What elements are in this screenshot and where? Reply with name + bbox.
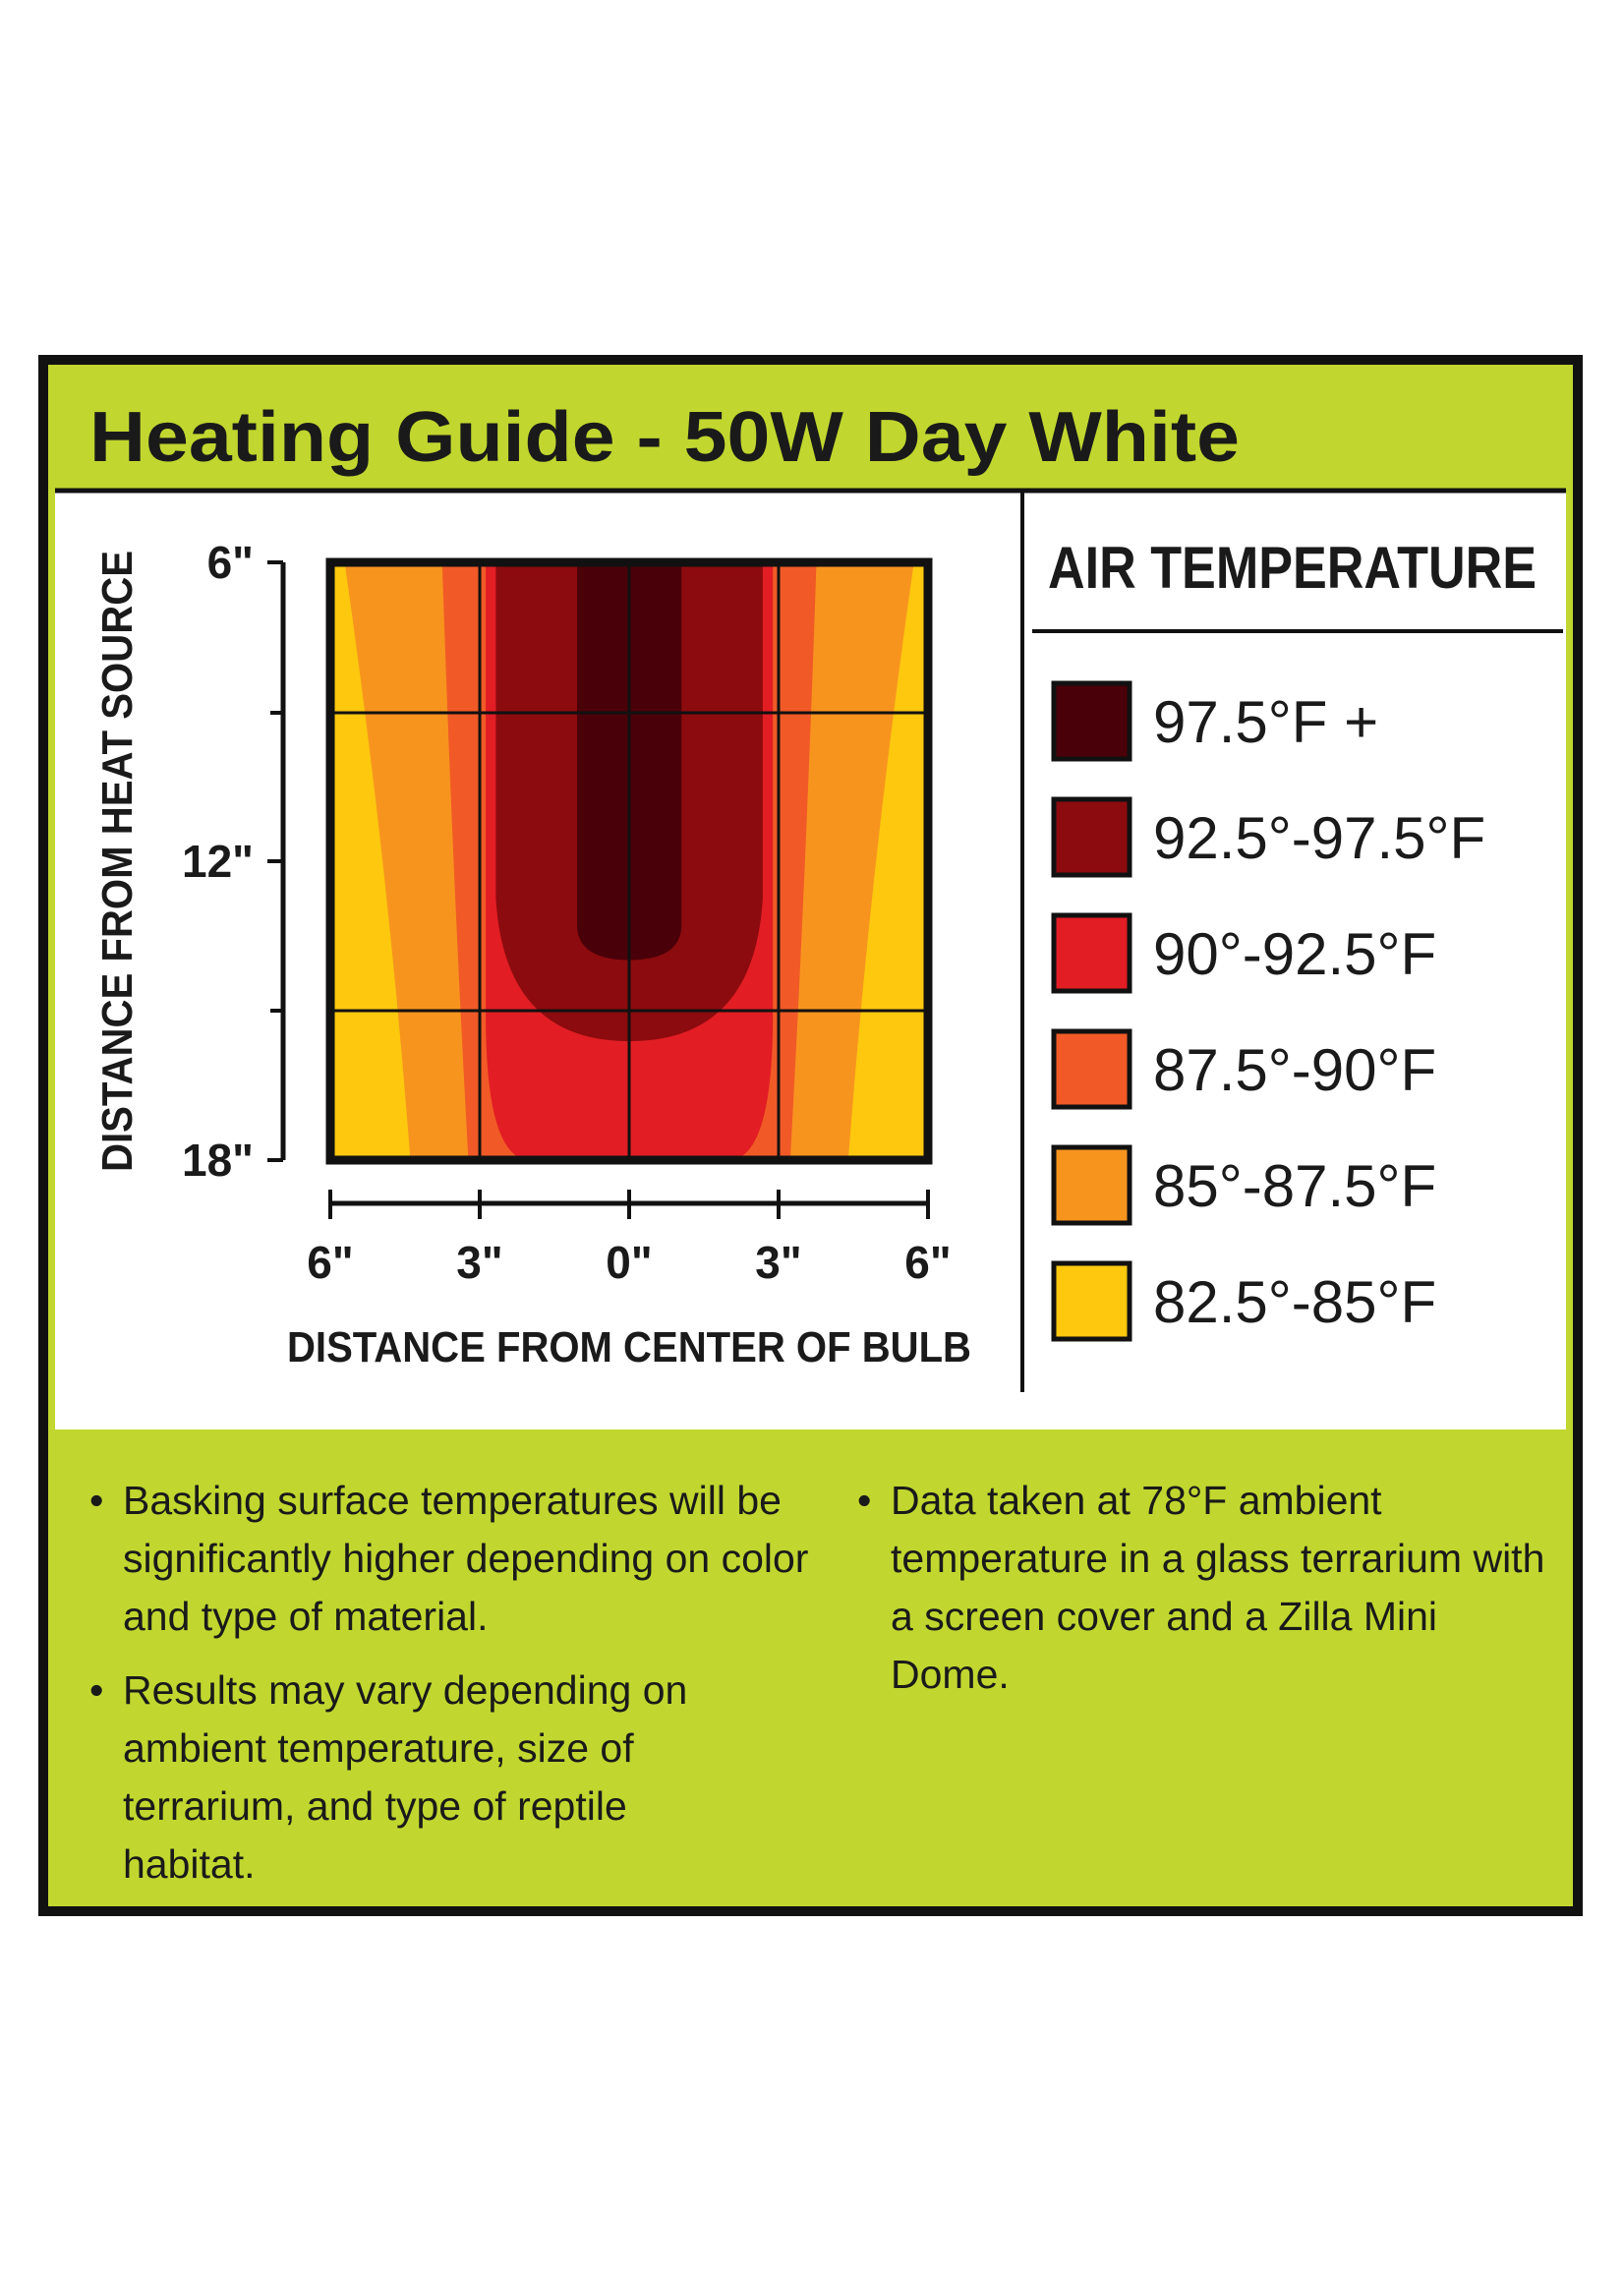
legend-label: 87.5°-90°F bbox=[1153, 1037, 1436, 1103]
note: Basking surface temperatures will be sig… bbox=[89, 1472, 817, 1646]
note: Data taken at 78°F ambient temperature i… bbox=[857, 1472, 1565, 1704]
legend-swatch bbox=[1051, 796, 1132, 878]
axes: 6" 12" 18" 6" 3" 0" 3" 6" 97.5°F + 92.5°-97.5°F 90… bbox=[182, 537, 1485, 1342]
x-tick-label: 3" bbox=[456, 1237, 502, 1288]
x-tick-label: 6" bbox=[904, 1237, 951, 1288]
y-tick-label: 6" bbox=[207, 537, 254, 588]
x-axis-label: DISTANCE FROM CENTER OF BULB bbox=[287, 1323, 971, 1371]
legend-swatch bbox=[1051, 1028, 1132, 1110]
note: Results may vary depending on ambient te… bbox=[89, 1662, 768, 1894]
legend-label: 90°-92.5°F bbox=[1153, 921, 1436, 987]
y-tick-label: 18" bbox=[182, 1135, 254, 1186]
legend-label: 97.5°F + bbox=[1153, 689, 1378, 755]
legend-swatch bbox=[1051, 1144, 1132, 1226]
legend-swatch bbox=[1051, 680, 1132, 762]
x-tick-label: 3" bbox=[755, 1237, 801, 1288]
plot-border bbox=[325, 557, 933, 1165]
legend-title: AIR TEMPERATURE bbox=[1048, 535, 1537, 601]
x-tick-label: 6" bbox=[307, 1237, 353, 1288]
legend-label: 82.5°-85°F bbox=[1153, 1269, 1436, 1335]
chart-title: Heating Guide - 50W Day White bbox=[89, 398, 1240, 477]
legend-swatch bbox=[1051, 912, 1132, 994]
y-tick-label: 12" bbox=[182, 836, 254, 887]
legend-swatch bbox=[1051, 1260, 1132, 1342]
legend-label: 85°-87.5°F bbox=[1153, 1153, 1436, 1219]
legend-label: 92.5°-97.5°F bbox=[1153, 805, 1485, 871]
x-tick-label: 0" bbox=[606, 1237, 652, 1288]
y-axis-label: DISTANCE FROM HEAT SOURCE bbox=[93, 551, 142, 1172]
